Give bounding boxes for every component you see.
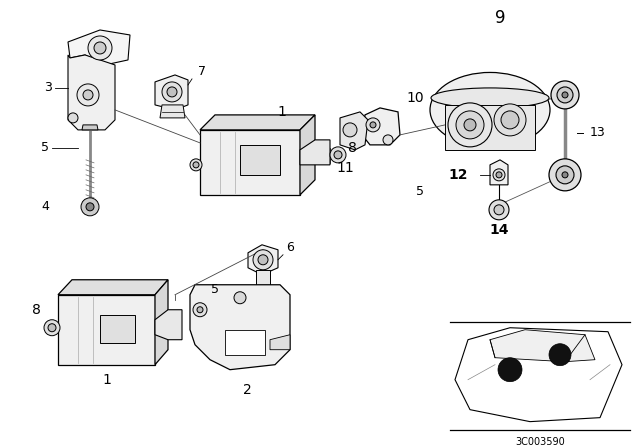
Polygon shape xyxy=(256,270,270,285)
Text: 10: 10 xyxy=(406,91,424,105)
Text: 1: 1 xyxy=(102,373,111,387)
Circle shape xyxy=(343,123,357,137)
Polygon shape xyxy=(490,330,595,362)
Circle shape xyxy=(456,111,484,139)
Text: 5: 5 xyxy=(211,283,219,296)
Circle shape xyxy=(494,205,504,215)
Circle shape xyxy=(489,200,509,220)
Circle shape xyxy=(496,172,502,178)
Circle shape xyxy=(370,122,376,128)
Circle shape xyxy=(190,159,202,171)
Circle shape xyxy=(77,84,99,106)
Text: 8: 8 xyxy=(31,303,40,317)
Circle shape xyxy=(193,162,199,168)
Ellipse shape xyxy=(430,73,550,147)
Circle shape xyxy=(549,159,581,191)
Polygon shape xyxy=(155,310,182,340)
Circle shape xyxy=(494,104,526,136)
Circle shape xyxy=(258,255,268,265)
Circle shape xyxy=(383,135,393,145)
Polygon shape xyxy=(225,330,265,355)
Text: 11: 11 xyxy=(336,161,354,175)
Circle shape xyxy=(193,303,207,317)
Circle shape xyxy=(493,169,505,181)
Polygon shape xyxy=(270,335,290,350)
Polygon shape xyxy=(82,125,98,130)
Circle shape xyxy=(551,81,579,109)
Text: 8: 8 xyxy=(348,141,356,155)
Polygon shape xyxy=(58,295,155,365)
Polygon shape xyxy=(200,115,315,130)
Circle shape xyxy=(167,87,177,97)
Circle shape xyxy=(562,172,568,178)
Polygon shape xyxy=(490,160,508,185)
Polygon shape xyxy=(300,140,330,165)
Bar xyxy=(100,315,135,343)
Circle shape xyxy=(68,113,78,123)
Text: 7: 7 xyxy=(198,65,206,78)
Text: 14: 14 xyxy=(489,223,509,237)
Circle shape xyxy=(86,203,94,211)
Text: 6: 6 xyxy=(286,241,294,254)
Circle shape xyxy=(549,344,571,366)
Text: 5: 5 xyxy=(416,185,424,198)
Polygon shape xyxy=(230,288,250,308)
Polygon shape xyxy=(455,328,622,422)
Polygon shape xyxy=(362,108,400,145)
Text: 5: 5 xyxy=(41,142,49,155)
Circle shape xyxy=(162,82,182,102)
Polygon shape xyxy=(155,75,188,110)
Text: 1: 1 xyxy=(278,105,287,119)
Circle shape xyxy=(498,358,522,382)
Circle shape xyxy=(562,92,568,98)
Circle shape xyxy=(253,250,273,270)
Text: 12: 12 xyxy=(448,168,468,182)
Circle shape xyxy=(330,147,346,163)
Circle shape xyxy=(234,292,246,304)
Text: 2: 2 xyxy=(243,383,252,396)
Circle shape xyxy=(48,324,56,332)
Polygon shape xyxy=(300,115,315,195)
Polygon shape xyxy=(58,280,168,295)
Polygon shape xyxy=(340,112,368,150)
Circle shape xyxy=(464,119,476,131)
Circle shape xyxy=(88,36,112,60)
Circle shape xyxy=(83,90,93,100)
Circle shape xyxy=(366,118,380,132)
Bar xyxy=(240,145,280,175)
Polygon shape xyxy=(68,30,130,65)
Circle shape xyxy=(557,87,573,103)
Ellipse shape xyxy=(431,88,549,108)
Circle shape xyxy=(94,42,106,54)
Circle shape xyxy=(44,320,60,336)
Polygon shape xyxy=(160,105,185,118)
Polygon shape xyxy=(190,285,290,370)
Text: 3C003590: 3C003590 xyxy=(515,437,565,447)
Circle shape xyxy=(334,151,342,159)
Text: 3: 3 xyxy=(44,82,52,95)
Circle shape xyxy=(448,103,492,147)
Polygon shape xyxy=(68,55,115,130)
Circle shape xyxy=(556,166,574,184)
Polygon shape xyxy=(200,130,300,195)
Text: 9: 9 xyxy=(495,9,505,27)
Polygon shape xyxy=(248,245,278,275)
Text: 4: 4 xyxy=(41,200,49,213)
Bar xyxy=(445,105,535,150)
Circle shape xyxy=(197,307,203,313)
Polygon shape xyxy=(155,280,168,365)
Circle shape xyxy=(501,111,519,129)
Circle shape xyxy=(81,198,99,216)
Text: 13: 13 xyxy=(590,126,606,139)
